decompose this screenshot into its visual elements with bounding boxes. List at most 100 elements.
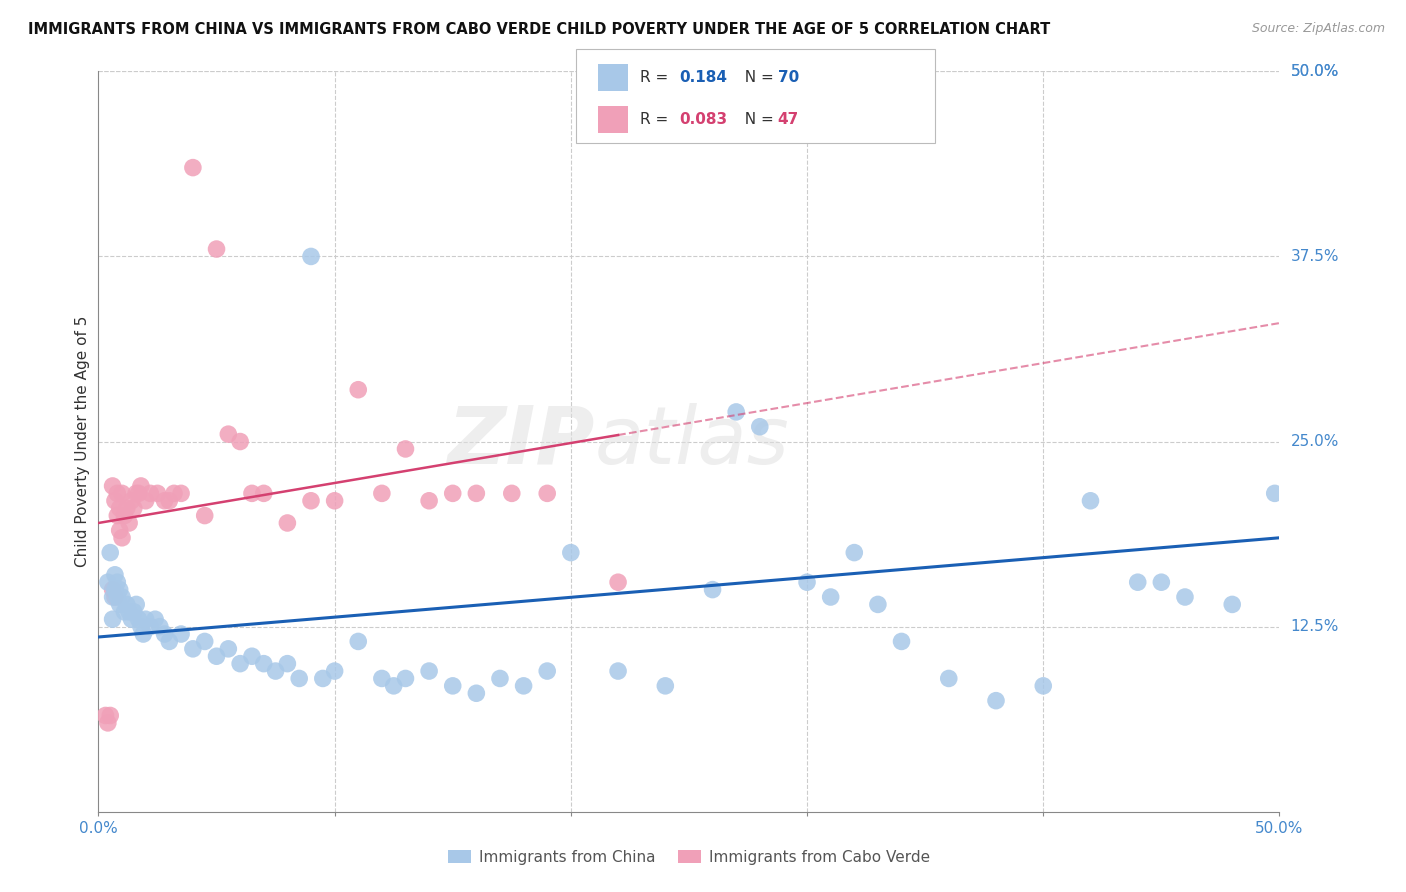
- Point: [104, 582, 127, 597]
- Text: 50.0%: 50.0%: [1291, 64, 1339, 78]
- Point: [299, 250, 322, 264]
- Point: [418, 493, 440, 508]
- Point: [501, 486, 523, 500]
- Point: [748, 419, 770, 434]
- Point: [118, 516, 141, 530]
- Point: [1080, 493, 1102, 508]
- Point: [129, 479, 152, 493]
- Point: [418, 664, 440, 678]
- Point: [105, 508, 128, 523]
- Point: [229, 434, 252, 449]
- Point: [108, 524, 131, 538]
- Legend: Immigrants from China, Immigrants from Cabo Verde: Immigrants from China, Immigrants from C…: [441, 844, 936, 871]
- Point: [115, 501, 138, 516]
- Point: [105, 486, 128, 500]
- Point: [125, 486, 148, 500]
- Point: [181, 161, 204, 175]
- Point: [253, 657, 276, 671]
- Point: [725, 405, 748, 419]
- Point: [104, 567, 127, 582]
- Point: [97, 575, 120, 590]
- Point: [264, 664, 287, 678]
- Point: [111, 486, 134, 500]
- Point: [217, 427, 239, 442]
- Point: [101, 612, 124, 626]
- Y-axis label: Child Poverty Under the Age of 5: Child Poverty Under the Age of 5: [75, 316, 90, 567]
- Point: [276, 657, 298, 671]
- Point: [276, 516, 298, 530]
- Point: [149, 619, 172, 633]
- Point: [101, 582, 124, 597]
- Point: [163, 486, 186, 500]
- Text: IMMIGRANTS FROM CHINA VS IMMIGRANTS FROM CABO VERDE CHILD POVERTY UNDER THE AGE : IMMIGRANTS FROM CHINA VS IMMIGRANTS FROM…: [28, 22, 1050, 37]
- Point: [371, 486, 394, 500]
- Point: [512, 679, 534, 693]
- Point: [157, 493, 180, 508]
- Point: [146, 486, 169, 500]
- Point: [104, 590, 127, 604]
- Point: [1032, 679, 1054, 693]
- Point: [441, 679, 464, 693]
- Point: [121, 493, 143, 508]
- Point: [371, 672, 394, 686]
- Point: [128, 612, 150, 626]
- Point: [122, 501, 145, 516]
- Point: [1264, 486, 1286, 500]
- Point: [607, 575, 630, 590]
- Point: [128, 486, 150, 500]
- Point: [702, 582, 724, 597]
- Text: R =: R =: [640, 70, 673, 85]
- Point: [129, 619, 152, 633]
- Point: [1174, 590, 1197, 604]
- Point: [108, 501, 131, 516]
- Point: [347, 634, 370, 648]
- Point: [139, 619, 162, 633]
- Point: [181, 641, 204, 656]
- Point: [108, 598, 131, 612]
- Point: [240, 486, 263, 500]
- Point: [489, 672, 512, 686]
- Point: [122, 605, 145, 619]
- Point: [157, 634, 180, 648]
- Point: [560, 546, 582, 560]
- Point: [153, 627, 176, 641]
- Text: 37.5%: 37.5%: [1291, 249, 1339, 264]
- Point: [132, 627, 155, 641]
- Point: [607, 664, 630, 678]
- Point: [135, 612, 157, 626]
- Point: [323, 493, 346, 508]
- Point: [121, 612, 143, 626]
- Text: 25.0%: 25.0%: [1291, 434, 1339, 449]
- Point: [104, 493, 127, 508]
- Point: [796, 575, 818, 590]
- Point: [394, 442, 416, 456]
- Point: [139, 486, 162, 500]
- Point: [441, 486, 464, 500]
- Text: 47: 47: [778, 112, 799, 128]
- Point: [938, 672, 960, 686]
- Text: atlas: atlas: [595, 402, 789, 481]
- Point: [115, 598, 138, 612]
- Point: [101, 479, 124, 493]
- Point: [820, 590, 842, 604]
- Point: [101, 590, 124, 604]
- Text: R =: R =: [640, 112, 673, 128]
- Text: 0.083: 0.083: [679, 112, 727, 128]
- Point: [536, 664, 558, 678]
- Point: [890, 634, 912, 648]
- Point: [536, 486, 558, 500]
- Point: [217, 641, 239, 656]
- Point: [312, 672, 335, 686]
- Point: [111, 590, 134, 604]
- Text: Source: ZipAtlas.com: Source: ZipAtlas.com: [1251, 22, 1385, 36]
- Point: [240, 649, 263, 664]
- Point: [465, 486, 488, 500]
- Point: [382, 679, 405, 693]
- Point: [98, 708, 121, 723]
- Point: [844, 546, 866, 560]
- Text: 70: 70: [778, 70, 799, 85]
- Point: [1220, 598, 1243, 612]
- Point: [97, 715, 120, 730]
- Point: [394, 672, 416, 686]
- Text: N =: N =: [735, 70, 779, 85]
